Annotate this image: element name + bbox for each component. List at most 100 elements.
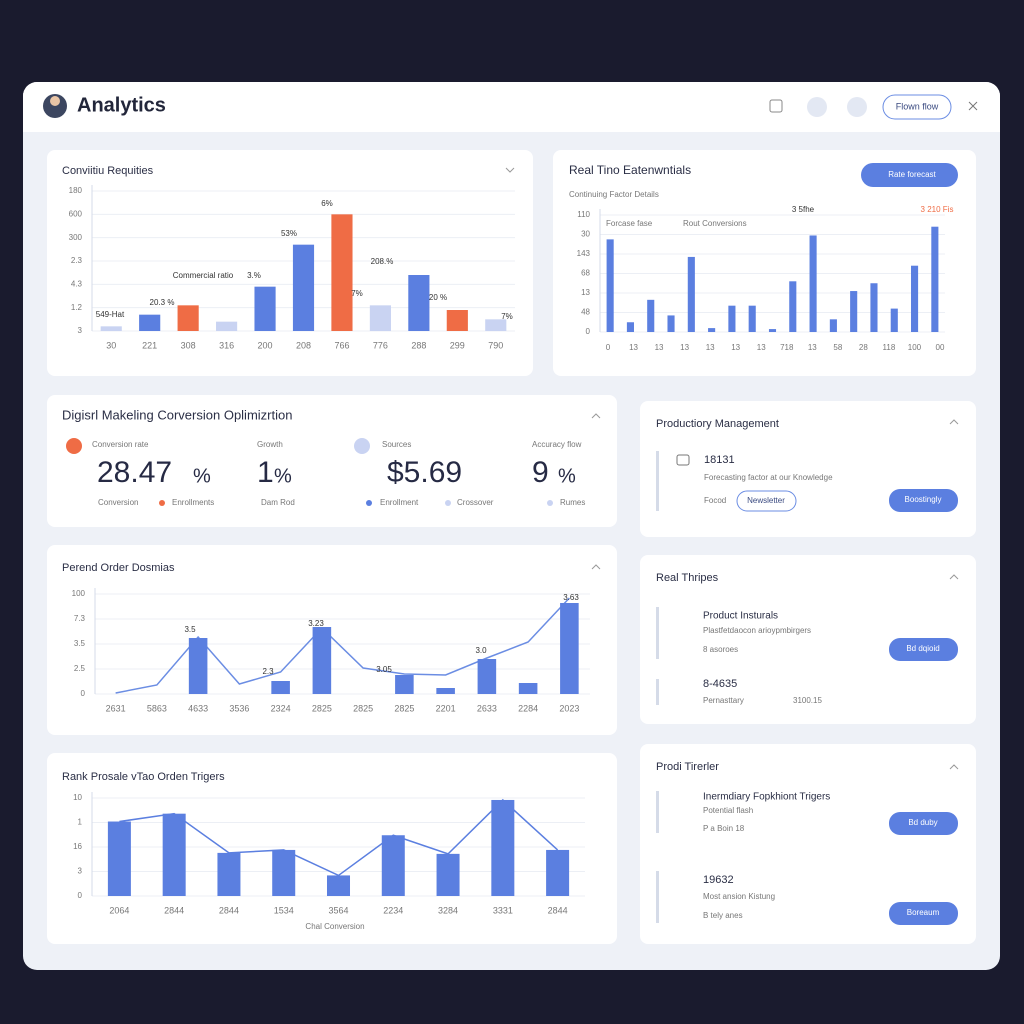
button-label: Bd duby: [908, 818, 937, 827]
kpi-foot: Enrollment: [380, 498, 419, 507]
panel: [640, 555, 976, 724]
item-meta: 8 asoroes: [703, 645, 738, 654]
y-tick-label: 1: [78, 818, 83, 827]
x-tick-label: 221: [142, 340, 157, 350]
chart-button-label: Rate forecast: [888, 170, 936, 179]
bar: [911, 265, 919, 332]
close-icon[interactable]: [968, 101, 978, 111]
y-tick-label: 180: [69, 186, 83, 195]
collapse-icons[interactable]: [505, 167, 959, 770]
bar: [162, 813, 186, 896]
button[interactable]: [889, 489, 958, 512]
annotation: 3.5: [184, 625, 196, 634]
icon[interactable]: [807, 97, 827, 117]
bar: [870, 283, 878, 332]
x-tick-label: 13: [731, 343, 740, 352]
x-tick-label: 208: [296, 340, 311, 350]
x-tick-label: 13: [808, 343, 817, 352]
kpi-value: 9: [532, 456, 549, 489]
bar: [272, 849, 296, 896]
y-tick-label: 1.2: [71, 303, 83, 312]
button-label: Boostingly: [905, 495, 942, 504]
annotation: 20.3 %: [150, 298, 175, 307]
bar: [890, 308, 898, 332]
panel: [47, 395, 617, 527]
y-tick-label: 0: [586, 327, 591, 336]
bar: [408, 275, 430, 331]
x-tick-label: 2023: [559, 703, 579, 713]
app-title: Analytics: [77, 94, 166, 116]
bar: [518, 683, 538, 694]
bar: [326, 875, 351, 896]
annotation: 3.23: [308, 619, 324, 628]
x-tick-label: 5863: [147, 703, 167, 713]
x-tick-label: 2844: [164, 905, 184, 915]
button-label: Boreaum: [907, 908, 940, 917]
bar: [708, 328, 716, 332]
annotation: 20 %: [429, 293, 447, 302]
x-tick-label: 2825: [312, 703, 332, 713]
annotation: 2.3: [262, 667, 274, 676]
legend-label: Rout Conversions: [683, 219, 747, 228]
button-label: Bd dqioid: [906, 644, 939, 653]
x-tick-label: 200: [258, 340, 273, 350]
header-button[interactable]: [882, 94, 952, 120]
x-tick-label: 58: [833, 343, 842, 352]
kpi-label: Growth: [257, 440, 283, 449]
bar: [809, 235, 817, 332]
x-tick-label: 308: [181, 340, 196, 350]
bar: [491, 799, 515, 896]
annotation: 3 5fhe: [792, 205, 815, 214]
bar: [477, 659, 497, 694]
item-meta: 3100.15: [793, 696, 822, 705]
kpi-unit: %: [193, 465, 211, 487]
bar: [271, 681, 290, 694]
line: [119, 798, 559, 877]
annotation: 3.05: [376, 665, 392, 674]
bar: [850, 291, 858, 332]
annotation: 53%: [281, 229, 297, 238]
kpi-foot: Dam Rod: [261, 498, 295, 507]
kpi-value: 28.47: [97, 456, 172, 489]
item-text: Potential flash: [703, 806, 753, 815]
y-tick-label: 4.3: [71, 279, 83, 288]
y-tick-label: 68: [581, 269, 590, 278]
panel-title: Prodi Tirerler: [656, 761, 719, 773]
chart-subtitle: Continuing Factor Details: [569, 190, 659, 199]
icon[interactable]: [769, 99, 783, 113]
bar: [292, 244, 315, 331]
annotation: 3 210 Fis: [921, 205, 954, 214]
bar: [312, 627, 332, 694]
x-tick-label: 2825: [394, 703, 414, 713]
kpi-label: Accuracy flow: [532, 440, 582, 449]
y-tick-label: 143: [577, 249, 591, 258]
button[interactable]: [889, 638, 958, 661]
x-tick-label: 766: [334, 340, 349, 350]
x-tick-label: 0: [606, 343, 611, 352]
x-tick-label: 00: [936, 343, 945, 352]
item-meta: P a Boin 18: [703, 824, 745, 833]
chart-button[interactable]: [861, 163, 958, 187]
chart-footer: Chal Conversion: [305, 922, 364, 931]
bar: [546, 849, 570, 896]
y-tick-label: 110: [577, 210, 590, 219]
divider: [656, 871, 659, 923]
chip[interactable]: [736, 490, 797, 512]
button[interactable]: [889, 812, 958, 835]
bar: [829, 319, 837, 332]
bar: [436, 853, 460, 896]
x-tick-label: 4633: [188, 703, 208, 713]
avatar-face: [50, 96, 60, 106]
x-tick-label: 718: [780, 343, 794, 352]
x-tick-label: 2064: [109, 905, 129, 915]
icon[interactable]: [847, 97, 867, 117]
x-tick-label: 13: [655, 343, 664, 352]
divider: [656, 679, 659, 705]
legend-label: Forcase fase: [606, 219, 653, 228]
x-tick-label: 790: [488, 340, 503, 350]
x-tick-label: 28: [859, 343, 868, 352]
bar: [647, 299, 655, 332]
button[interactable]: [889, 902, 958, 925]
bar: [107, 821, 131, 896]
